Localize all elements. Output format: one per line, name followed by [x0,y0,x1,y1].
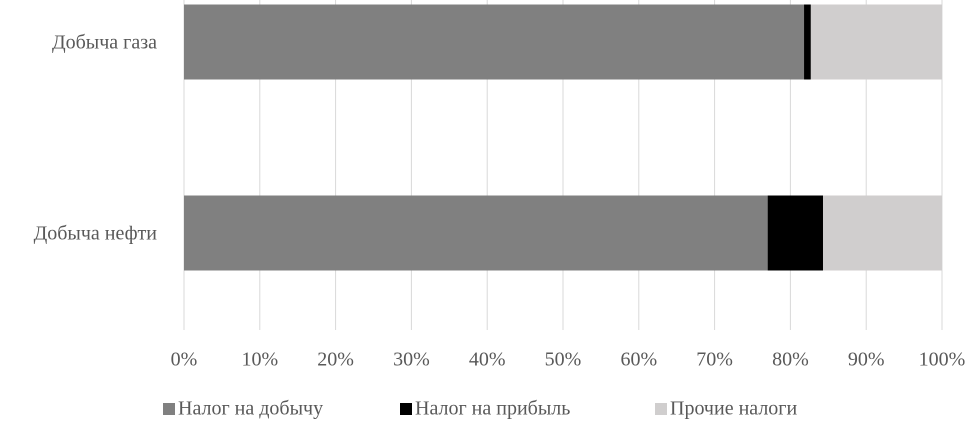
bar-segment [184,4,805,80]
x-tick-label: 0% [171,349,198,371]
x-tick-label: 80% [772,349,809,371]
legend-label: Прочие налоги [670,398,798,420]
legend-swatch [163,403,175,415]
x-tick-label: 60% [620,349,657,371]
x-tick-label: 20% [317,349,354,371]
x-tick-label: 90% [848,349,885,371]
bar-segment [810,4,942,80]
legend-swatch [400,403,412,415]
x-tick-label: 50% [545,349,582,371]
bar-segment [184,195,768,271]
y-tick-label: Добыча нефти [34,223,158,245]
x-tick-label: 10% [241,349,278,371]
bar-segment [767,195,823,271]
legend-label: Налог на прибыль [415,398,570,420]
x-tick-label: 100% [919,349,966,371]
legend-label: Налог на добычу [178,398,323,420]
x-tick-label: 70% [696,349,733,371]
y-tick-label: Добыча газа [52,32,157,54]
x-tick-label: 30% [393,349,430,371]
x-tick-label: 40% [469,349,506,371]
legend-swatch [655,403,667,415]
bar-segment [804,4,811,80]
bar-segment [822,195,942,271]
